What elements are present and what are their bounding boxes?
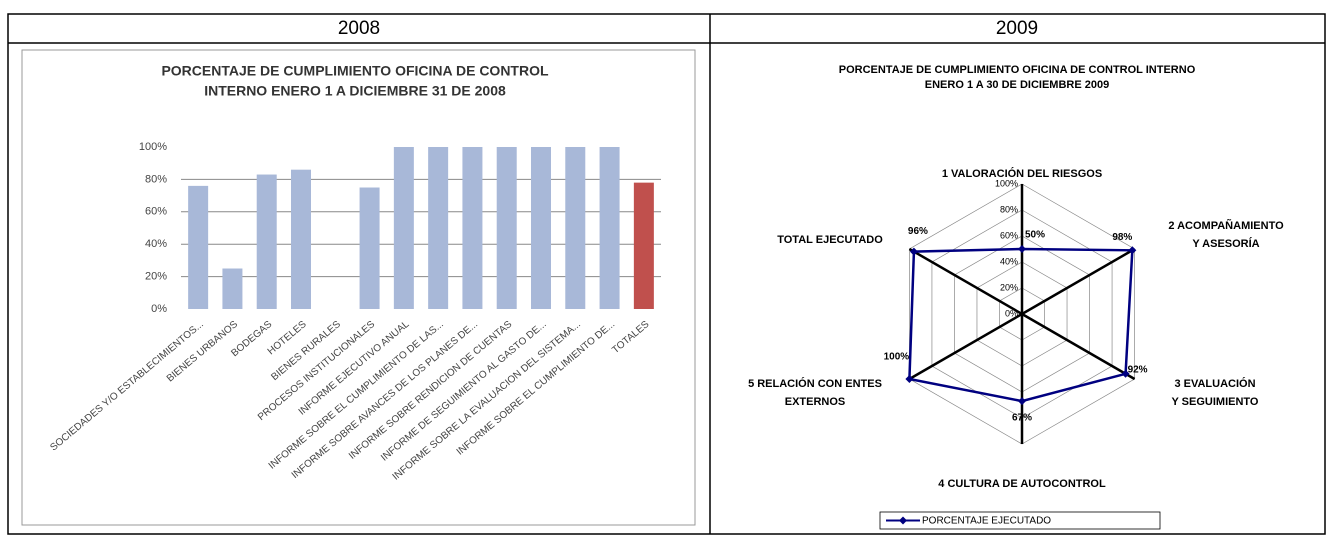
- legend-label: PORCENTAJE EJECUTADO: [922, 516, 1051, 527]
- bar: [565, 147, 586, 309]
- bar: [633, 182, 654, 309]
- legend-marker: [899, 516, 907, 525]
- data-label: 67%: [1012, 413, 1032, 424]
- category-label: 3 EVALUACIÓN: [1174, 377, 1255, 390]
- chart-title: PORCENTAJE DE CUMPLIMIENTO OFICINA DE CO…: [839, 64, 1196, 76]
- r-tick-label: 40%: [1000, 256, 1018, 266]
- r-tick-label: 0%: [1005, 308, 1018, 318]
- legend-box: [879, 511, 1161, 530]
- bar: [462, 147, 483, 309]
- category-label: Y ASESORÍA: [1192, 237, 1259, 250]
- category-label: 1 VALORACIÓN DEL RIESGOS: [942, 167, 1102, 180]
- data-point: [1128, 246, 1137, 255]
- category-label: Y SEGUIMIENTO: [1171, 396, 1258, 408]
- y-tick-label: 80%: [145, 173, 167, 185]
- category-label: 2 ACOMPAÑAMIENTO: [1168, 219, 1284, 232]
- category-label: 4 CULTURA DE AUTOCONTROL: [938, 478, 1106, 490]
- r-tick-label: 60%: [1000, 230, 1018, 240]
- data-point: [1018, 397, 1026, 406]
- bar: [531, 147, 551, 309]
- bar: [496, 147, 517, 309]
- data-point: [1018, 245, 1026, 253]
- bar: [359, 187, 380, 309]
- data-label: 96%: [908, 226, 928, 237]
- bar: [291, 169, 311, 309]
- y-tick-label: 0%: [151, 303, 167, 315]
- bar: [599, 147, 620, 309]
- radar-axis: [908, 312, 1023, 381]
- r-tick-label: 20%: [1000, 282, 1018, 292]
- bar: [188, 185, 209, 309]
- chart-frame: [21, 49, 696, 526]
- bar: [428, 147, 449, 309]
- r-tick-label: 100%: [995, 178, 1018, 188]
- category-label: EXTERNOS: [785, 396, 846, 408]
- radar-axis: [1021, 312, 1136, 381]
- data-label: 100%: [884, 352, 910, 363]
- y-tick-label: 60%: [145, 206, 167, 218]
- x-tick-label: TOTALES: [610, 319, 652, 356]
- category-label: 5 RELACIÓN CON ENTES: [748, 377, 882, 390]
- chart-title: ENERO 1 A 30 DE DICIEMBRE 2009: [925, 79, 1109, 91]
- table-border: [7, 13, 1326, 535]
- header-cell: 2009: [996, 18, 1038, 39]
- bar: [222, 268, 243, 309]
- data-point: [905, 375, 914, 383]
- y-tick-label: 100%: [139, 141, 167, 153]
- y-tick-label: 40%: [145, 238, 167, 250]
- bar: [256, 174, 277, 309]
- data-label: 92%: [1128, 364, 1148, 375]
- x-tick-label: INFORME SOBRE EL CUMPLIMIENTO DE...: [455, 319, 617, 458]
- chart-title: INTERNO ENERO 1 A DICIEMBRE 31 DE 2008: [204, 83, 506, 99]
- header-cell: 2008: [338, 18, 380, 39]
- radar-axis: [1021, 247, 1136, 316]
- data-label: 50%: [1025, 230, 1045, 241]
- y-tick-label: 20%: [145, 271, 167, 283]
- radar-axis: [908, 247, 1023, 316]
- data-label: 98%: [1112, 232, 1132, 243]
- chart-title: PORCENTAJE DE CUMPLIMIENTO OFICINA DE CO…: [161, 63, 549, 79]
- data-point: [1121, 369, 1130, 378]
- data-point: [909, 247, 918, 256]
- x-tick-label: SOCIEDADES Y/O ESTABLECIMIENTOS...: [48, 319, 205, 454]
- category-label: TOTAL EJECUTADO: [777, 234, 883, 246]
- r-tick-label: 80%: [1000, 204, 1018, 214]
- bar: [393, 147, 414, 309]
